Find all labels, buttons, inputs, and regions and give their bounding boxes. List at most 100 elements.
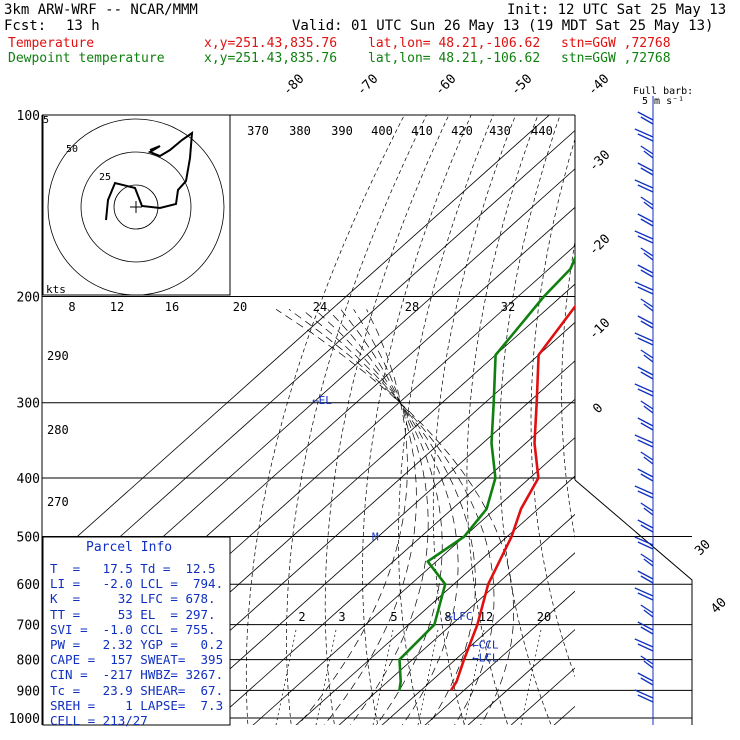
dry-adiabat-290 xyxy=(398,115,494,725)
isotherm-label--80: -80 xyxy=(280,72,307,99)
parcel-info-row: CELL = 213/27 xyxy=(50,713,148,729)
isotherm-10 xyxy=(381,552,575,725)
wind-barb xyxy=(634,332,654,346)
mixing-ratio-line-20 xyxy=(520,629,542,725)
pressure-label-700: 700 xyxy=(17,619,40,634)
mixing-ratio-line-12 xyxy=(463,629,485,725)
isotherm--40 xyxy=(166,360,575,725)
parcel-info-row: T = 17.5 Td = 12.5 xyxy=(50,561,216,576)
parcel-info-row: Tc = 23.9 SHEAR= 67. xyxy=(50,682,224,698)
pressure-label-300: 300 xyxy=(17,397,40,412)
isotherm-label--50: -50 xyxy=(508,72,535,99)
isotherm--30 xyxy=(209,398,575,725)
wind-barb xyxy=(637,111,654,125)
isotherm-label--40: -40 xyxy=(585,72,612,99)
pressure-label-100: 100 xyxy=(17,109,40,124)
wind-barb xyxy=(637,468,654,482)
marker-el: ←EL xyxy=(312,394,332,407)
barb-key-title: Full barb: xyxy=(633,86,693,97)
dry-adiabat-260 xyxy=(286,115,427,725)
isotherm-label--10: -10 xyxy=(586,316,613,343)
mixing-ratio-low-20: 20 xyxy=(537,610,551,624)
theta-label-400: 400 xyxy=(371,124,393,138)
pressure-label-400: 400 xyxy=(17,472,40,487)
mixing-ratio-top-28: 28 xyxy=(405,300,419,314)
hodograph-ring-label-5: 5 xyxy=(43,115,49,126)
moist-adiabats xyxy=(275,309,542,725)
marker-lcl: ←LCL xyxy=(472,652,499,665)
parcel-info-row: SREH = 1 LAPSE= 7.3 xyxy=(50,697,224,713)
wind-barb xyxy=(637,621,654,635)
pressure-label-900: 900 xyxy=(17,684,40,699)
mixing-ratio-top-12: 12 xyxy=(110,300,124,314)
wind-barb xyxy=(640,145,654,159)
wind-barb xyxy=(640,349,654,363)
dry-adiabat-380 xyxy=(676,87,740,730)
dewpoint-line xyxy=(398,254,575,691)
temperature-legend: Temperature xyxy=(8,36,95,51)
moist-adiabat-5 xyxy=(301,309,476,725)
moist-adiabat-7 xyxy=(275,309,514,725)
wind-barb xyxy=(640,553,654,567)
dry-adiabat-360 xyxy=(620,87,728,730)
moist-adiabat-4 xyxy=(314,309,459,725)
parcel-info-title: Parcel Info xyxy=(86,540,173,555)
dry-adiabat-280 xyxy=(362,115,472,725)
pressure-label-500: 500 xyxy=(17,530,40,545)
parcel-markers: ←EL M ←LFC ←CCL←LCL xyxy=(312,394,499,665)
wind-barb xyxy=(640,604,654,618)
wind-barb xyxy=(634,638,654,652)
wind-barb xyxy=(634,383,654,397)
dry-adiabat-390 xyxy=(702,87,740,730)
dry-adiabat-270 xyxy=(324,115,450,725)
side-scale-270: 270 xyxy=(47,495,69,509)
sounding-series xyxy=(398,254,575,692)
wind-barb xyxy=(640,247,654,261)
mixing-ratio-line-8 xyxy=(417,629,439,725)
mixing-ratio-top-32: 32 xyxy=(501,300,515,314)
wind-barb xyxy=(634,281,654,295)
dewpoint-xy: x,y=251.43,835.76 xyxy=(204,51,338,66)
wind-barb xyxy=(637,519,654,533)
mixing-ratio-top-24: 24 xyxy=(313,300,327,314)
dry-adiabat-320 xyxy=(499,115,561,725)
parcel-info-row: CIN = -217 HWBZ= 3267. xyxy=(50,667,224,683)
mixing-ratio-low-3: 3 xyxy=(338,610,345,624)
barb-key-value: 5 m s⁻¹ xyxy=(642,96,684,107)
wind-barb xyxy=(640,655,654,669)
dewpoint-latlon: lat,lon= 48.21,-106.62 xyxy=(368,51,541,66)
wind-barb xyxy=(640,400,654,414)
wind-barbs xyxy=(634,111,654,703)
dry-adiabat-300 xyxy=(432,115,517,725)
mixing-ratio-line-2 xyxy=(275,629,297,725)
side-scale-280: 280 xyxy=(47,423,69,437)
hodograph-inset: 5 50 25 kts xyxy=(42,114,231,296)
theta-label-430: 430 xyxy=(489,124,511,138)
wind-barb xyxy=(637,570,654,584)
marker-ccl: ←CCL xyxy=(472,638,499,651)
theta-label-380: 380 xyxy=(289,124,311,138)
isotherm-0 xyxy=(338,513,575,725)
wind-barb xyxy=(634,179,654,193)
dewpoint-legend: Dewpoint temperature xyxy=(8,51,165,66)
wind-barb xyxy=(634,485,654,499)
fcst-label: Fcst: xyxy=(4,18,47,34)
pressure-label-1000: 1000 xyxy=(9,712,40,727)
model-title: 3km ARW-WRF -- NCAR/MMM xyxy=(4,2,198,18)
mixing-ratio-low-5: 5 xyxy=(390,610,397,624)
wind-barb xyxy=(634,128,654,142)
hodograph-ring-label-25: 25 xyxy=(99,172,111,183)
hodograph-ring-outer xyxy=(47,118,225,296)
pressure-label-200: 200 xyxy=(17,291,40,306)
mixing-ratio-line-3 xyxy=(315,629,337,725)
wind-barb xyxy=(634,689,654,703)
isotherm--100 xyxy=(42,129,575,607)
moist-adiabat-2 xyxy=(340,309,429,725)
isotherm--110 xyxy=(42,115,550,569)
temperature-xy: x,y=251.43,835.76 xyxy=(204,36,338,51)
wind-barb xyxy=(637,366,654,380)
wind-barb xyxy=(640,298,654,312)
mixing-ratio-low-2: 2 xyxy=(298,610,305,624)
dry-adiabat-370 xyxy=(648,87,740,730)
dewpoint-stn: stn=GGW ,72768 xyxy=(561,51,671,66)
